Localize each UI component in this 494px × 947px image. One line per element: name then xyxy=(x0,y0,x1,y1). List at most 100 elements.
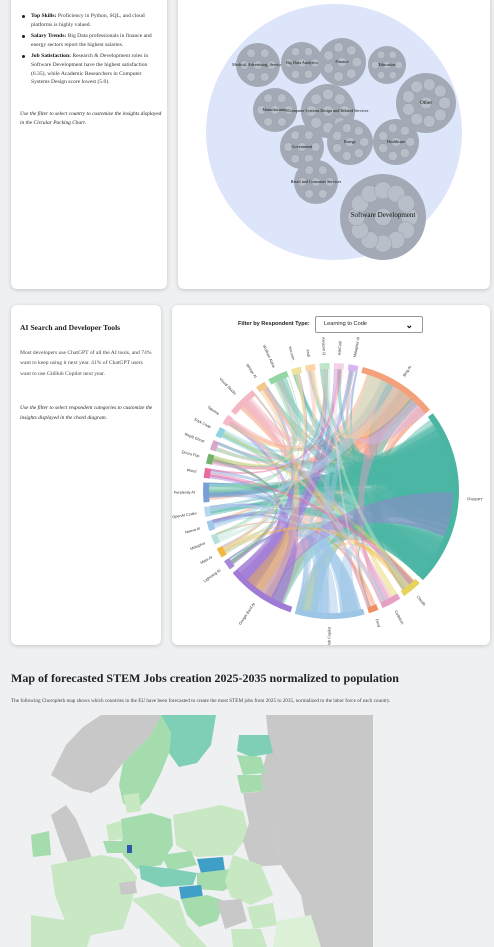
choropleth-map[interactable] xyxy=(11,715,373,947)
packing-leaf-circle[interactable] xyxy=(305,105,317,117)
packing-leaf-circle[interactable] xyxy=(359,137,370,147)
packing-leaf-circle[interactable] xyxy=(323,63,334,74)
packing-leaf-circle[interactable] xyxy=(400,148,410,158)
map-country-ukraine[interactable] xyxy=(243,791,281,867)
map-country-netherlands[interactable] xyxy=(106,821,123,841)
packing-leaf-circle[interactable] xyxy=(297,177,307,187)
packing-leaf-circle[interactable] xyxy=(410,80,423,94)
chord-arc[interactable] xyxy=(222,414,233,427)
chord-arc[interactable] xyxy=(367,604,379,614)
packing-leaf-circle[interactable] xyxy=(377,50,386,59)
map-country-slovakia[interactable] xyxy=(197,857,225,873)
packing-leaf-circle[interactable] xyxy=(336,56,347,67)
chord-arc[interactable] xyxy=(232,569,293,613)
map-country-norway[interactable] xyxy=(51,715,161,793)
chord-arc[interactable] xyxy=(224,557,235,570)
packing-leaf-circle[interactable] xyxy=(434,84,447,98)
packing-leaf-circle[interactable] xyxy=(290,154,300,164)
respondent-type-select[interactable]: Learning to Code ⌄ xyxy=(315,316,423,333)
map-country-italy[interactable] xyxy=(131,893,207,947)
packing-leaf-circle[interactable] xyxy=(284,105,294,115)
chord-arc[interactable] xyxy=(203,482,210,503)
chord-ribbon[interactable] xyxy=(320,369,454,503)
packing-leaf-circle[interactable] xyxy=(284,58,294,68)
packing-group[interactable]: Other xyxy=(396,73,456,133)
chord-ribbon[interactable] xyxy=(292,373,454,486)
map-country-serbia[interactable] xyxy=(217,899,247,929)
packing-leaf-circle[interactable] xyxy=(260,72,270,82)
map-country-latvia[interactable] xyxy=(237,755,266,775)
map-country-austria[interactable] xyxy=(139,865,197,887)
packing-leaf-circle[interactable] xyxy=(311,142,321,152)
packing-leaf-circle[interactable] xyxy=(267,60,277,70)
packing-leaf-circle[interactable] xyxy=(345,137,355,147)
packing-leaf-circle[interactable] xyxy=(253,60,263,70)
packing-leaf-circle[interactable] xyxy=(334,93,346,105)
map-country-sweden[interactable] xyxy=(119,715,171,811)
map-country-germany[interactable] xyxy=(121,813,173,869)
map-country-france[interactable] xyxy=(51,855,137,935)
chord-arc[interactable] xyxy=(380,593,401,609)
packing-leaf-circle[interactable] xyxy=(346,45,357,56)
packing-leaf-circle[interactable] xyxy=(263,93,273,103)
chord-ribbon[interactable] xyxy=(243,370,315,442)
packing-group[interactable]: Big Data Analytics xyxy=(281,42,323,84)
packing-leaf-circle[interactable] xyxy=(332,143,342,153)
packing-leaf-circle[interactable] xyxy=(333,71,344,82)
packing-leaf-circle[interactable] xyxy=(351,56,362,67)
chord-arc[interactable] xyxy=(215,426,226,439)
chord-arc[interactable] xyxy=(256,381,268,393)
chord-arc[interactable] xyxy=(347,364,359,372)
packing-leaf-circle[interactable] xyxy=(310,117,322,129)
packing-leaf-circle[interactable] xyxy=(388,151,398,161)
packing-leaf-circle[interactable] xyxy=(239,60,249,70)
packing-group[interactable]: Energy xyxy=(327,119,373,165)
packing-leaf-circle[interactable] xyxy=(297,58,307,68)
packing-leaf-circle[interactable] xyxy=(391,137,401,147)
packing-leaf-circle[interactable] xyxy=(304,189,314,199)
packing-leaf-circle[interactable] xyxy=(434,108,447,122)
packing-leaf-circle[interactable] xyxy=(402,103,415,116)
map-country-croatia[interactable] xyxy=(181,895,225,927)
packing-leaf-circle[interactable] xyxy=(394,60,403,69)
packing-leaf-circle[interactable] xyxy=(318,189,328,199)
packing-leaf-circle[interactable] xyxy=(270,105,280,115)
map-country-finland[interactable] xyxy=(161,715,216,767)
packing-leaf-circle[interactable] xyxy=(323,50,334,61)
packing-leaf-circle[interactable] xyxy=(423,115,436,128)
packing-leaf-circle[interactable] xyxy=(291,69,300,79)
packing-leaf-circle[interactable] xyxy=(256,105,266,115)
packing-leaf-circle[interactable] xyxy=(304,165,314,175)
chord-arc[interactable] xyxy=(203,467,212,479)
packing-leaf-circle[interactable] xyxy=(333,42,344,53)
map-country-nodata-east[interactable] xyxy=(256,715,373,947)
map-country-switzerland[interactable] xyxy=(119,881,137,895)
map-country-luxembourg[interactable] xyxy=(127,845,132,853)
chord-arc[interactable] xyxy=(294,607,365,619)
packing-leaf-circle[interactable] xyxy=(354,126,364,136)
packing-group[interactable]: Medical, Advertising, Services xyxy=(232,43,284,87)
packing-leaf-circle[interactable] xyxy=(263,117,273,127)
packing-leaf-circle[interactable] xyxy=(382,60,391,69)
packing-leaf-circle[interactable] xyxy=(322,105,334,117)
chord-arc[interactable] xyxy=(210,533,221,545)
circular-packing-chart[interactable]: Medical, Advertising, Services Big Data A… xyxy=(178,0,490,289)
packing-leaf-circle[interactable] xyxy=(311,177,321,187)
chord-ribbon[interactable] xyxy=(308,370,454,537)
map-country-czechia[interactable] xyxy=(161,851,197,871)
packing-leaf-circle[interactable] xyxy=(283,142,293,152)
packing-leaf-circle[interactable] xyxy=(277,93,287,103)
map-country-slovenia[interactable] xyxy=(179,885,203,899)
packing-leaf-circle[interactable] xyxy=(354,148,364,158)
packing-leaf-circle[interactable] xyxy=(346,68,357,79)
packing-leaf-circle[interactable] xyxy=(419,96,433,110)
packing-leaf-circle[interactable] xyxy=(318,165,328,175)
packing-leaf-circle[interactable] xyxy=(388,50,397,59)
packing-leaf-circle[interactable] xyxy=(277,117,287,127)
packing-leaf-circle[interactable] xyxy=(400,126,410,136)
map-country-spain[interactable] xyxy=(31,915,91,947)
packing-leaf-circle[interactable] xyxy=(405,137,416,147)
chord-arc[interactable] xyxy=(418,413,460,581)
map-country-greece[interactable] xyxy=(231,929,267,947)
packing-group[interactable]: Finance xyxy=(318,38,366,86)
